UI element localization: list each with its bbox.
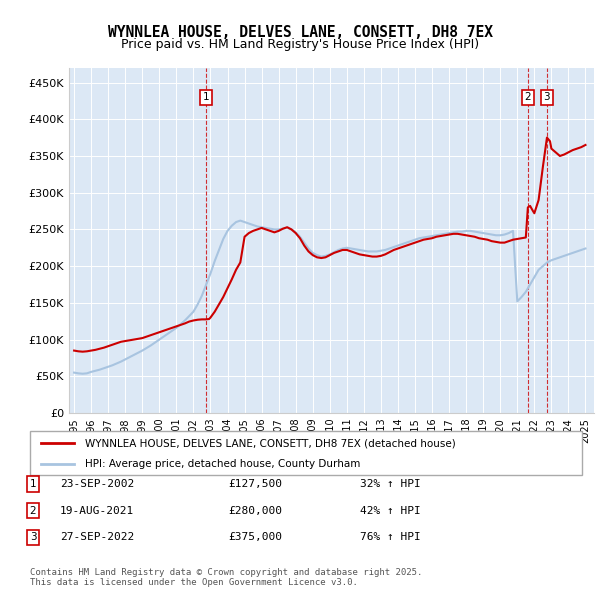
Text: 27-SEP-2022: 27-SEP-2022 — [60, 532, 134, 542]
Text: 76% ↑ HPI: 76% ↑ HPI — [360, 532, 421, 542]
Text: 23-SEP-2002: 23-SEP-2002 — [60, 479, 134, 489]
Text: 42% ↑ HPI: 42% ↑ HPI — [360, 506, 421, 516]
FancyBboxPatch shape — [30, 431, 582, 475]
Text: £127,500: £127,500 — [228, 479, 282, 489]
Text: 2: 2 — [524, 92, 531, 102]
Text: 3: 3 — [544, 92, 550, 102]
Text: 32% ↑ HPI: 32% ↑ HPI — [360, 479, 421, 489]
Text: 1: 1 — [29, 479, 37, 489]
Text: HPI: Average price, detached house, County Durham: HPI: Average price, detached house, Coun… — [85, 459, 361, 469]
Text: 1: 1 — [202, 92, 209, 102]
Text: WYNNLEA HOUSE, DELVES LANE, CONSETT, DH8 7EX (detached house): WYNNLEA HOUSE, DELVES LANE, CONSETT, DH8… — [85, 438, 456, 448]
Text: Price paid vs. HM Land Registry's House Price Index (HPI): Price paid vs. HM Land Registry's House … — [121, 38, 479, 51]
Text: Contains HM Land Registry data © Crown copyright and database right 2025.
This d: Contains HM Land Registry data © Crown c… — [30, 568, 422, 587]
Text: £375,000: £375,000 — [228, 532, 282, 542]
Text: 19-AUG-2021: 19-AUG-2021 — [60, 506, 134, 516]
Text: 3: 3 — [29, 532, 37, 542]
Text: WYNNLEA HOUSE, DELVES LANE, CONSETT, DH8 7EX: WYNNLEA HOUSE, DELVES LANE, CONSETT, DH8… — [107, 25, 493, 40]
Text: 2: 2 — [29, 506, 37, 516]
Text: £280,000: £280,000 — [228, 506, 282, 516]
